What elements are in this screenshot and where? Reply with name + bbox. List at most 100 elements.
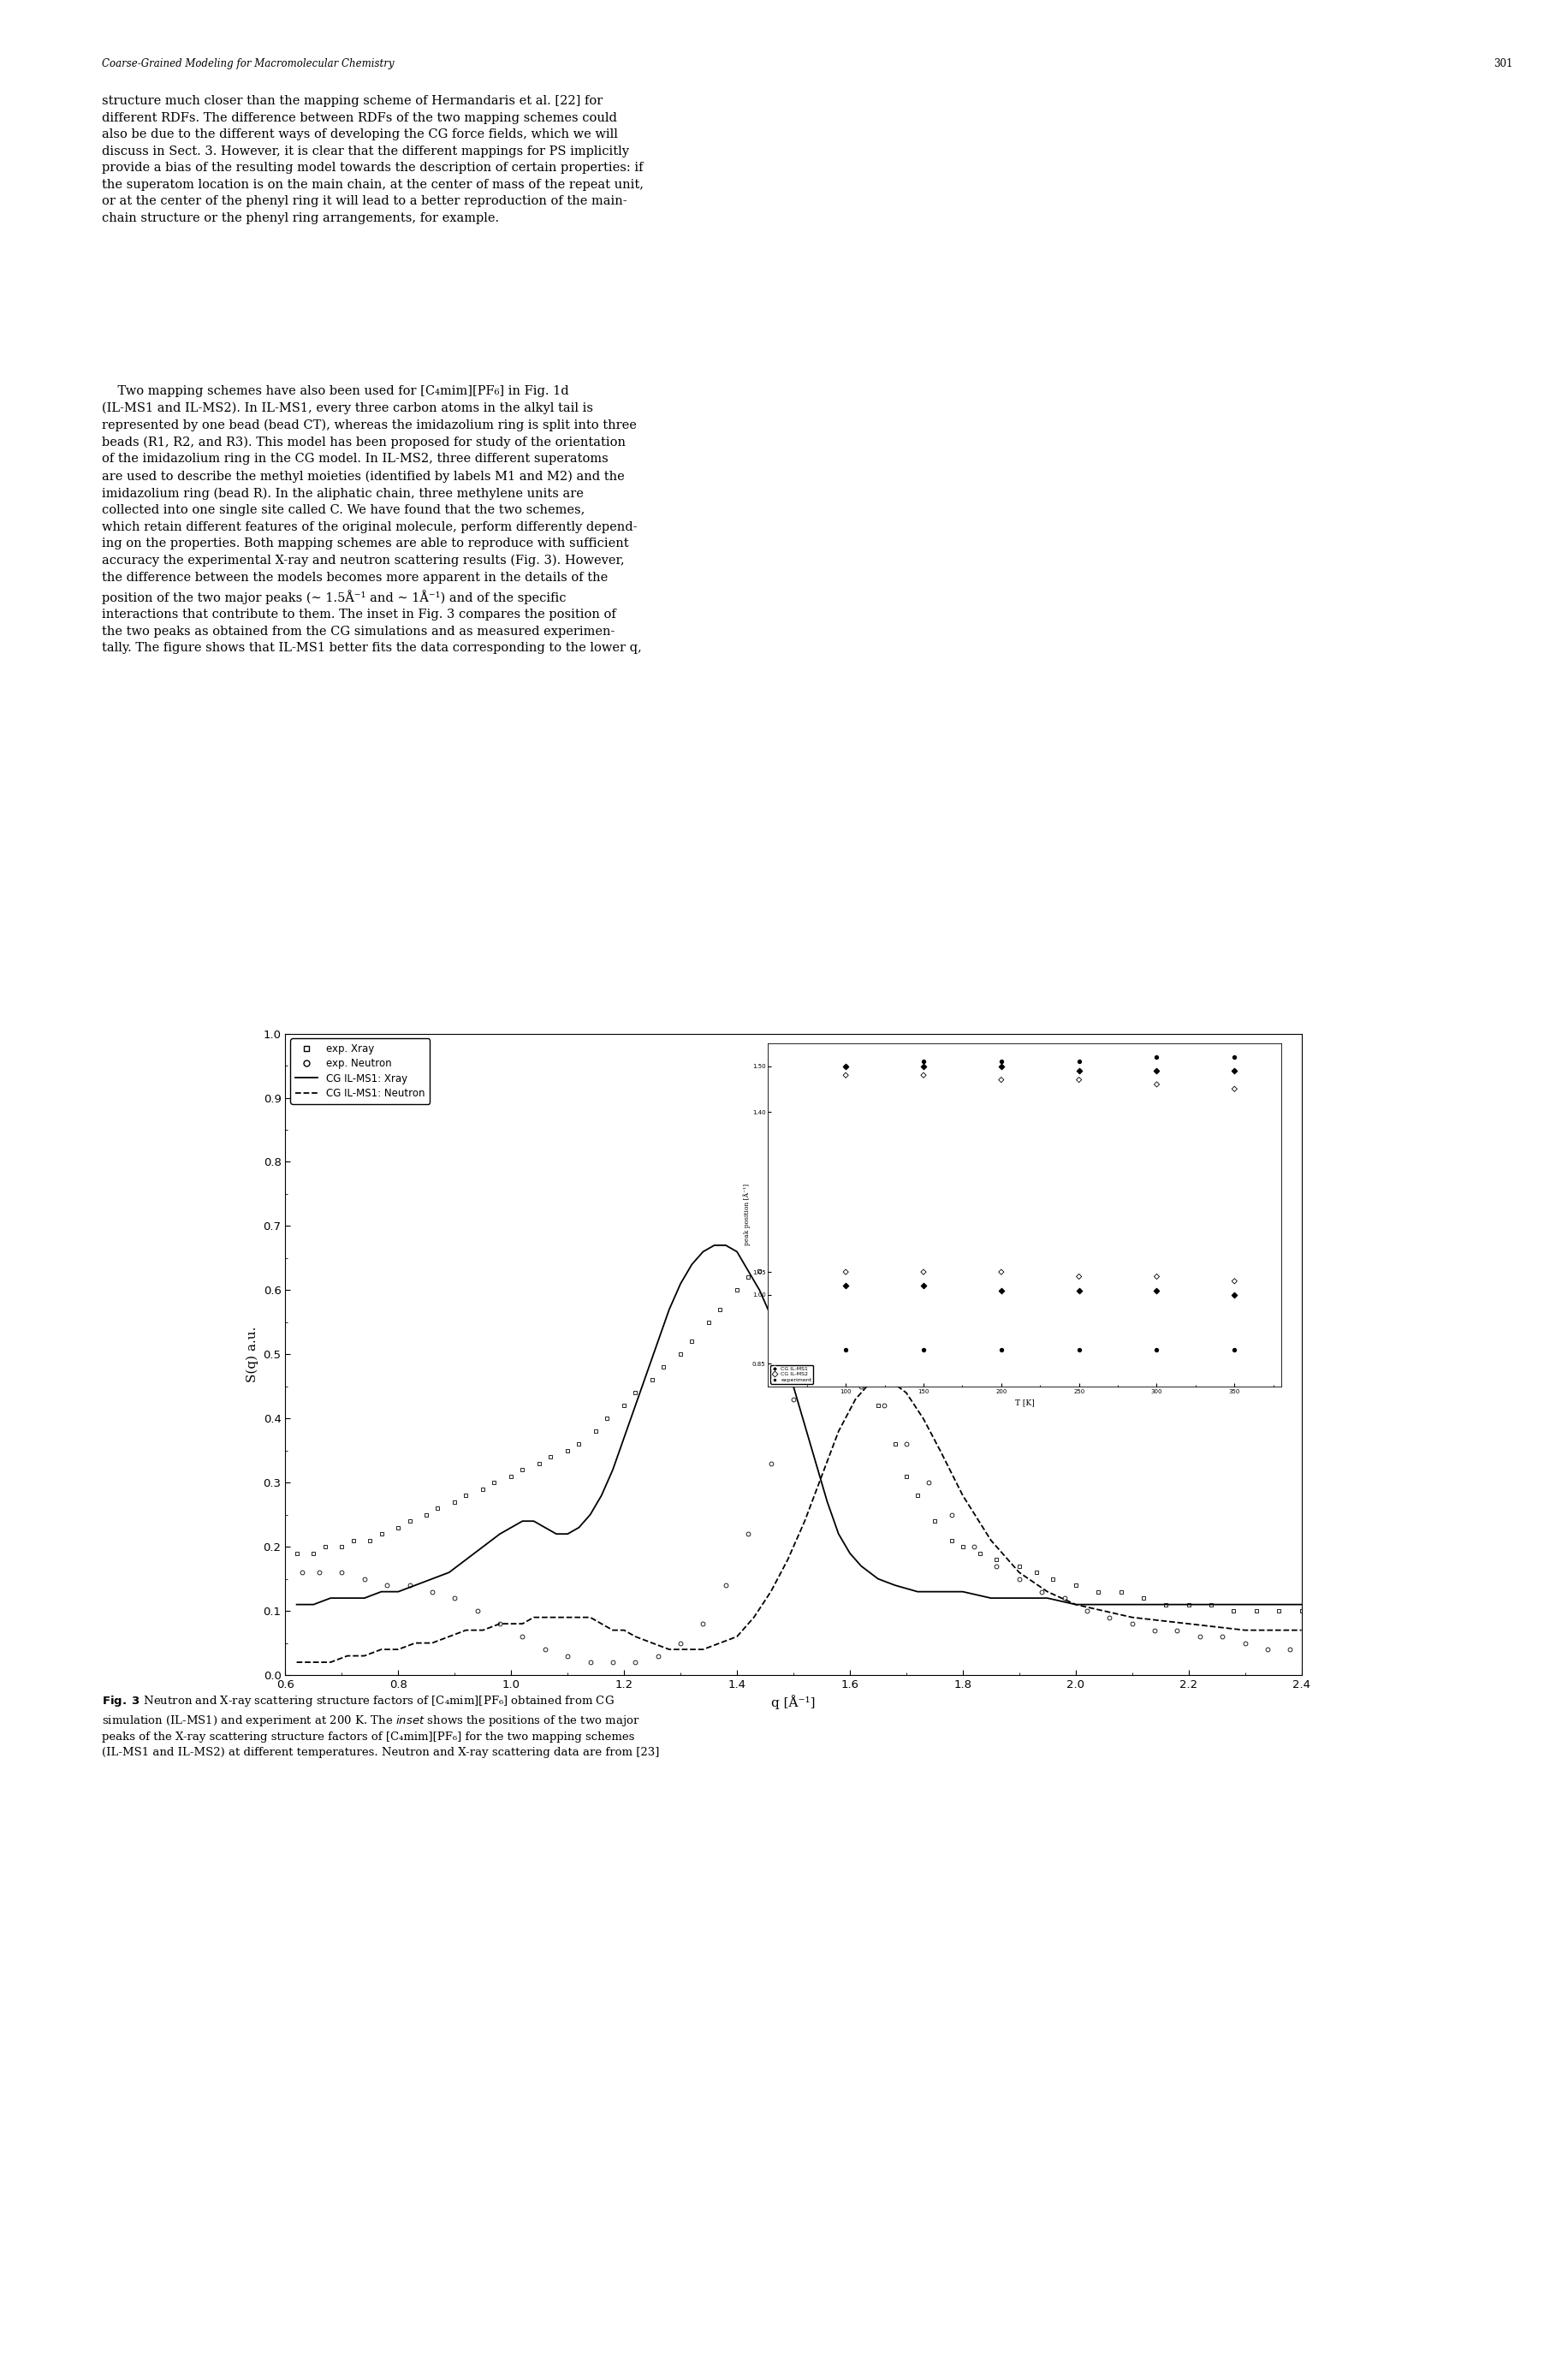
CG IL-MS1: Xray: (1.36, 0.67): Xray: (1.36, 0.67)	[706, 1231, 724, 1259]
Point	[833, 1266, 858, 1304]
exp. Neutron	[1168, 1616, 1187, 1644]
exp. Xray	[1292, 1597, 1311, 1625]
exp. Neutron	[310, 1559, 329, 1587]
Point	[1066, 1257, 1091, 1295]
Point	[1221, 1331, 1247, 1369]
exp. Neutron	[1214, 1623, 1232, 1651]
CG IL-MS2	[1066, 1060, 1091, 1098]
exp. Neutron	[1077, 1597, 1096, 1625]
CG IL-MS2	[1145, 1064, 1170, 1102]
exp. Neutron	[897, 1430, 916, 1459]
exp. Neutron	[1145, 1616, 1163, 1644]
Text: 301: 301	[1494, 59, 1513, 69]
exp. Neutron	[875, 1392, 894, 1421]
exp. Neutron	[964, 1533, 983, 1561]
CG IL-MS2	[833, 1057, 858, 1095]
CG IL-MS1: Xray: (1.6, 0.19): Xray: (1.6, 0.19)	[840, 1540, 859, 1568]
exp. Neutron	[604, 1649, 622, 1677]
exp. Neutron	[784, 1385, 803, 1414]
experiment	[989, 1043, 1014, 1081]
Y-axis label: S(q) a.u.: S(q) a.u.	[246, 1326, 259, 1383]
exp. Neutron	[739, 1521, 757, 1549]
Point	[911, 1266, 936, 1304]
CG IL-MS1	[1145, 1053, 1170, 1091]
CG IL-MS1: Neutron: (1.64, 0.46): Neutron: (1.64, 0.46)	[862, 1366, 881, 1395]
CG IL-MS1: Xray: (0.62, 0.11): Xray: (0.62, 0.11)	[287, 1590, 306, 1618]
exp. Neutron	[491, 1609, 510, 1637]
Text: Two mapping schemes have also been used for [C₄mim][PF₆] in Fig. 1d
(IL-MS1 and : Two mapping schemes have also been used …	[102, 385, 641, 653]
exp. Neutron	[1258, 1635, 1276, 1663]
Line: CG IL-MS1: Xray: CG IL-MS1: Xray	[296, 1245, 1301, 1604]
Line: CG IL-MS1: Neutron: CG IL-MS1: Neutron	[296, 1380, 1301, 1663]
exp. Neutron	[988, 1552, 1007, 1580]
exp. Xray	[287, 1540, 306, 1568]
exp. Neutron	[626, 1649, 644, 1677]
exp. Xray	[699, 1307, 718, 1335]
exp. Neutron	[851, 1373, 870, 1402]
exp. Neutron	[1123, 1609, 1142, 1637]
exp. Neutron	[919, 1468, 938, 1497]
exp. Neutron	[649, 1642, 668, 1670]
Point	[1221, 1262, 1247, 1300]
exp. Neutron	[445, 1585, 464, 1613]
exp. Neutron	[378, 1571, 397, 1599]
exp. Neutron	[1281, 1635, 1300, 1663]
CG IL-MS1	[1066, 1053, 1091, 1091]
exp. Neutron	[1010, 1566, 1029, 1594]
exp. Neutron	[1236, 1630, 1254, 1658]
Point	[989, 1252, 1014, 1290]
CG IL-MS1: Neutron: (0.62, 0.02): Neutron: (0.62, 0.02)	[287, 1649, 306, 1677]
CG IL-MS1: Neutron: (1.49, 0.18): Neutron: (1.49, 0.18)	[778, 1544, 797, 1573]
CG IL-MS2	[989, 1060, 1014, 1098]
exp. Neutron	[293, 1559, 312, 1587]
CG IL-MS1: Xray: (1.8, 0.13): Xray: (1.8, 0.13)	[953, 1578, 972, 1606]
CG IL-MS1	[1221, 1053, 1247, 1091]
exp. Neutron	[513, 1623, 532, 1651]
exp. Xray	[1010, 1552, 1029, 1580]
Point	[1221, 1276, 1247, 1314]
exp. Xray	[762, 1250, 781, 1278]
exp. Neutron	[354, 1566, 373, 1594]
exp. Neutron	[400, 1571, 419, 1599]
exp. Neutron	[536, 1635, 555, 1663]
exp. Neutron	[762, 1449, 781, 1478]
Point	[989, 1331, 1014, 1369]
Point	[1066, 1271, 1091, 1309]
CG IL-MS2	[911, 1057, 936, 1095]
Point	[1066, 1331, 1091, 1369]
experiment	[1066, 1043, 1091, 1081]
exp. Neutron	[1055, 1585, 1074, 1613]
CG IL-MS1	[911, 1048, 936, 1086]
CG IL-MS1: Xray: (1.52, 0.39): Xray: (1.52, 0.39)	[795, 1411, 814, 1440]
Point	[911, 1252, 936, 1290]
exp. Neutron	[942, 1502, 961, 1530]
Legend: exp. Xray, exp. Neutron, CG IL-MS1: Xray, CG IL-MS1: Neutron: exp. Xray, exp. Neutron, CG IL-MS1: Xray…	[290, 1038, 430, 1105]
CG IL-MS1: Neutron: (0.74, 0.03): Neutron: (0.74, 0.03)	[354, 1642, 373, 1670]
exp. Xray	[682, 1328, 701, 1357]
Point	[911, 1331, 936, 1369]
experiment	[833, 1048, 858, 1086]
CG IL-MS1: Neutron: (1.1, 0.09): Neutron: (1.1, 0.09)	[558, 1604, 577, 1632]
exp. Neutron	[671, 1630, 690, 1658]
Text: structure much closer than the mapping scheme of Hermandaris et al. [22] for
dif: structure much closer than the mapping s…	[102, 95, 644, 223]
Line: exp. Neutron: exp. Neutron	[299, 1371, 1292, 1663]
Point	[833, 1252, 858, 1290]
experiment	[1145, 1038, 1170, 1076]
CG IL-MS1: Neutron: (2.4, 0.07): Neutron: (2.4, 0.07)	[1292, 1616, 1311, 1644]
CG IL-MS1	[989, 1048, 1014, 1086]
exp. Neutron	[717, 1571, 735, 1599]
CG IL-MS2	[1221, 1069, 1247, 1107]
CG IL-MS1: Xray: (2.2, 0.11): Xray: (2.2, 0.11)	[1179, 1590, 1198, 1618]
Text: $\bf{Fig.\ 3}$ Neutron and X-ray scattering structure factors of [C₄mim][PF₆] ob: $\bf{Fig.\ 3}$ Neutron and X-ray scatter…	[102, 1694, 660, 1758]
Line: exp. Xray: exp. Xray	[295, 1262, 1303, 1613]
CG IL-MS1: Xray: (2.4, 0.11): Xray: (2.4, 0.11)	[1292, 1590, 1311, 1618]
CG IL-MS1: Neutron: (1.43, 0.09): Neutron: (1.43, 0.09)	[745, 1604, 764, 1632]
Point	[1145, 1271, 1170, 1309]
exp. Neutron	[829, 1359, 848, 1388]
Point	[833, 1331, 858, 1369]
X-axis label: T [K]: T [K]	[1014, 1399, 1035, 1407]
exp. Neutron	[423, 1578, 442, 1606]
exp. Neutron	[580, 1649, 599, 1677]
exp. Neutron	[806, 1366, 825, 1395]
experiment	[1221, 1038, 1247, 1076]
